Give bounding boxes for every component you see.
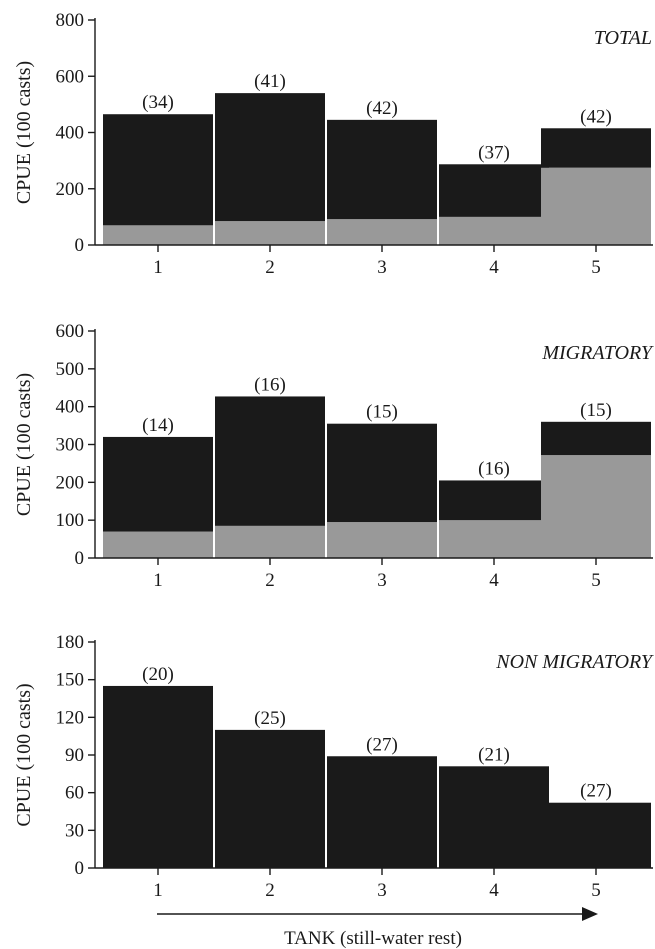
bar-segment-1-cat-4 (439, 520, 549, 558)
y-tick-label: 400 (56, 397, 85, 418)
y-axis-title: CPUE (100 casts) (13, 61, 35, 204)
data-label: (16) (478, 458, 510, 479)
bar-segment-2-cat-5 (541, 128, 651, 168)
data-label: (42) (580, 106, 612, 127)
bar-segment-2-cat-3 (327, 119, 437, 220)
bar-segment-2-cat-1 (103, 114, 213, 226)
x-tick-label: 5 (591, 880, 601, 901)
x-axis-footer: TANK (still-water rest) (157, 907, 598, 949)
x-tick-label: 3 (377, 570, 387, 591)
bar-segment-2-cat-3 (327, 423, 437, 523)
chart-panel-3: (20) (25) (27) (21) (27) 0 30 60 90 120 150 180 1 2 3 4… (13, 632, 654, 901)
chart-panel-2: (14) (16) (15) (16) (15) 0 100 200 300 400 500 600 1… (13, 321, 654, 591)
panel-title: TOTAL (594, 27, 652, 49)
x-tick-label: 2 (265, 570, 275, 591)
y-axis-title: CPUE (100 casts) (13, 683, 35, 826)
y-tick-label: 60 (65, 783, 84, 804)
data-label: (20) (142, 664, 174, 685)
bar-segment-1-cat-4 (439, 216, 549, 245)
x-tick-label: 2 (265, 257, 275, 278)
x-tick-label: 1 (153, 570, 163, 591)
y-tick-label: 400 (56, 123, 85, 144)
bar-segment-2-cat-2 (215, 396, 325, 526)
panel-title: MIGRATORY (541, 342, 654, 364)
bar-segment-2-cat-1 (103, 436, 213, 532)
data-label: (15) (580, 400, 612, 421)
y-tick-label: 30 (65, 820, 84, 841)
bar-segment-1-cat-1 (103, 225, 213, 245)
y-axis-title: CPUE (100 casts) (13, 373, 35, 516)
y-tick-label: 150 (56, 670, 85, 691)
y-tick-label: 600 (56, 321, 85, 342)
data-label: (14) (142, 415, 174, 436)
data-label: (21) (478, 744, 510, 765)
bar-segment-1-cat-5 (541, 167, 651, 245)
y-tick-label: 0 (75, 548, 85, 569)
bar-segment-1-cat-5 (541, 455, 651, 558)
data-label: (15) (366, 402, 398, 423)
data-label: (25) (254, 708, 286, 729)
y-tick-label: 600 (56, 66, 85, 87)
x-tick-label: 4 (489, 257, 499, 278)
bar-segment-1-cat-3 (327, 756, 437, 868)
x-tick-label: 2 (265, 880, 275, 901)
x-tick-label: 4 (489, 570, 499, 591)
y-tick-label: 180 (56, 632, 85, 653)
bar-segment-2-cat-4 (439, 164, 549, 217)
data-label: (27) (580, 781, 612, 802)
bar-segment-2-cat-4 (439, 480, 549, 521)
y-tick-label: 0 (75, 858, 85, 879)
bar-segment-1-cat-2 (215, 221, 325, 245)
chart-panel-1: (34) (41) (42) (37) (42) 0 200 400 600 800 1 2 3 4 5 CP… (13, 10, 653, 278)
direction-arrow-head (582, 907, 598, 921)
x-tick-label: 5 (591, 570, 601, 591)
x-tick-label: 3 (377, 880, 387, 901)
bar-segment-2-cat-5 (541, 421, 651, 456)
bar-segment-1-cat-2 (215, 729, 325, 868)
y-tick-label: 300 (56, 435, 85, 456)
y-tick-label: 100 (56, 510, 85, 531)
bar-segment-1-cat-1 (103, 531, 213, 558)
data-label: (37) (478, 142, 510, 163)
data-label: (34) (142, 92, 174, 113)
x-tick-label: 3 (377, 257, 387, 278)
x-axis-title: TANK (still-water rest) (284, 928, 462, 949)
y-tick-label: 800 (56, 10, 85, 31)
x-tick-label: 1 (153, 257, 163, 278)
y-tick-label: 90 (65, 745, 84, 766)
data-label: (16) (254, 374, 286, 395)
bar-segment-1-cat-4 (439, 766, 549, 868)
bar-segment-2-cat-2 (215, 93, 325, 222)
bar-segment-1-cat-2 (215, 525, 325, 558)
x-tick-label: 4 (489, 880, 499, 901)
y-tick-label: 0 (75, 235, 85, 256)
bar-segment-1-cat-3 (327, 219, 437, 245)
panel-title: NON MIGRATORY (495, 651, 654, 673)
x-tick-label: 5 (591, 257, 601, 278)
data-label: (42) (366, 98, 398, 119)
bar-segment-1-cat-3 (327, 522, 437, 558)
y-tick-label: 120 (56, 707, 85, 728)
y-tick-label: 500 (56, 359, 85, 380)
y-tick-label: 200 (56, 179, 85, 200)
x-tick-label: 1 (153, 880, 163, 901)
data-label: (41) (254, 71, 286, 92)
bar-segment-1-cat-5 (541, 802, 651, 868)
bar-segment-1-cat-1 (103, 685, 213, 868)
y-tick-label: 200 (56, 472, 85, 493)
data-label: (27) (366, 734, 398, 755)
